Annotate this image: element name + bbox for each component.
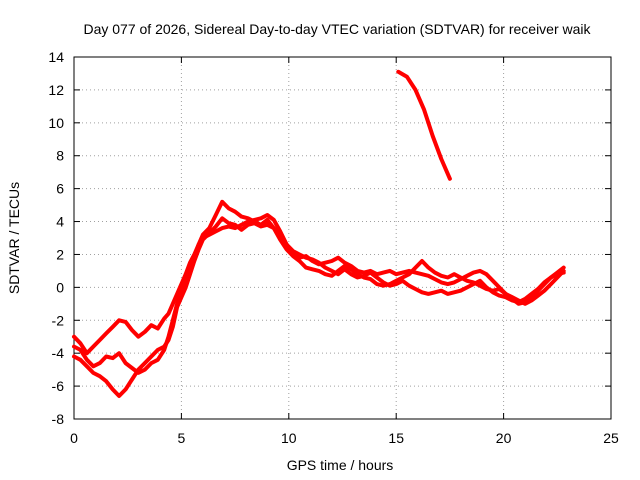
series-line-track-4 — [396, 69, 452, 181]
plot-frame — [73, 56, 612, 420]
axis-ticks: 0 5 10 15 20 25 -8 -6 -4 -2 0 2 4 6 8 10 12 14 — [48, 49, 619, 446]
series-line-track-2 — [72, 216, 566, 398]
y-tick-label: 10 — [48, 115, 64, 131]
series-line-track-3 — [72, 199, 566, 375]
x-tick-label: 15 — [388, 430, 404, 446]
y-axis-label: SDTVAR / TECUs — [6, 182, 22, 294]
series-group — [72, 69, 566, 398]
x-tick-label: 5 — [178, 430, 186, 446]
y-tick-label: 4 — [56, 214, 64, 230]
y-tick-label: -2 — [52, 312, 65, 328]
y-tick-label: 0 — [56, 279, 64, 295]
grid — [74, 57, 611, 419]
y-tick-label: 8 — [56, 148, 64, 164]
x-tick-label: 10 — [281, 430, 297, 446]
y-tick-label: 6 — [56, 181, 64, 197]
y-tick-label: -8 — [52, 411, 65, 427]
y-tick-label: 2 — [56, 246, 64, 262]
x-axis-label: GPS time / hours — [287, 457, 394, 473]
series-line-track-1 — [72, 213, 566, 356]
y-tick-label: -4 — [52, 345, 65, 361]
x-tick-label: 25 — [603, 430, 619, 446]
y-tick-label: -6 — [52, 378, 65, 394]
y-tick-label: 14 — [48, 49, 64, 65]
x-tick-label: 0 — [70, 430, 78, 446]
y-tick-label: 12 — [48, 82, 64, 98]
chart-title: Day 077 of 2026, Sidereal Day-to-day VTE… — [83, 21, 591, 37]
x-tick-label: 20 — [496, 430, 512, 446]
